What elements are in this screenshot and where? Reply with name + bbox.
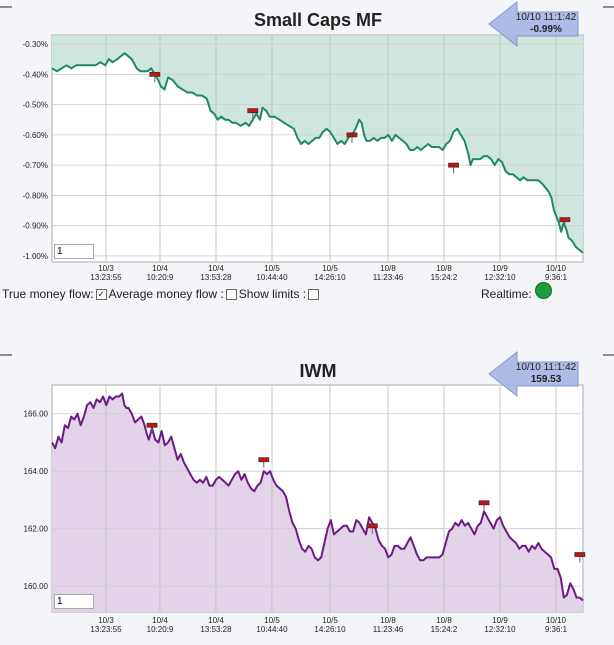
iwm-series-line bbox=[51, 392, 584, 602]
iwm-xtick-date: 10/5 bbox=[322, 616, 338, 625]
iwm-xtick-time: 14:26:10 bbox=[314, 625, 346, 634]
iwm-ytick-label: 164.00 bbox=[24, 467, 49, 476]
mf-ytick-label: -0.50% bbox=[23, 101, 48, 110]
mf-marker bbox=[448, 162, 459, 168]
mf-xtick-time: 10:20:9 bbox=[147, 273, 174, 282]
mf-xtick-time: 12:32:10 bbox=[484, 273, 516, 282]
average-money-flow-checkbox[interactable] bbox=[225, 289, 237, 301]
iwm-xtick-date: 10/10 bbox=[546, 616, 567, 625]
iwm-area-fill bbox=[52, 393, 583, 612]
mf-xtick-date: 10/8 bbox=[436, 264, 452, 273]
mf-badge-arrow bbox=[488, 0, 579, 48]
iwm-xtick-time: 15:24:2 bbox=[431, 625, 458, 634]
iwm-marker bbox=[146, 422, 158, 428]
iwm-marker bbox=[478, 500, 490, 506]
iwm-xtick-time: 13:23:55 bbox=[90, 625, 122, 634]
iwm-xtick-date: 10/8 bbox=[436, 616, 452, 625]
realtime-status-indicator[interactable] bbox=[535, 282, 552, 299]
true-money-flow-checkbox[interactable]: ✓ bbox=[95, 289, 107, 301]
mf-ytick-label: -0.90% bbox=[23, 222, 48, 231]
true-money-flow-label: True money flow: bbox=[2, 287, 94, 301]
mf-xtick-date: 10/10 bbox=[546, 264, 567, 273]
mf-marker bbox=[247, 108, 259, 114]
mf-xtick-time: 9:36:1 bbox=[545, 273, 568, 282]
show-limits-checkbox[interactable] bbox=[308, 289, 320, 301]
iwm-xtick-time: 10:20:9 bbox=[147, 625, 174, 634]
mf-xtick-date: 10/5 bbox=[264, 264, 280, 273]
iwm-badge-time: 10/10 11:1:42 bbox=[516, 362, 577, 373]
iwm-range-input[interactable]: 1 bbox=[54, 594, 94, 609]
iwm-xtick-date: 10/8 bbox=[380, 616, 396, 625]
mf-ytick-label: -1.00% bbox=[23, 252, 48, 261]
iwm-ytick-label: 162.00 bbox=[24, 525, 49, 534]
mf-xtick-time: 11:23:46 bbox=[373, 273, 404, 282]
average-money-flow-label: Average money flow : bbox=[108, 287, 224, 301]
mf-ytick-label: -0.40% bbox=[23, 70, 48, 79]
mf-xtick-date: 10/4 bbox=[152, 264, 168, 273]
iwm-xtick-time: 10:44:40 bbox=[256, 625, 288, 634]
mf-range-input[interactable]: 1 bbox=[54, 244, 94, 259]
mf-marker bbox=[149, 71, 161, 77]
iwm-xtick-time: 11:23:46 bbox=[373, 625, 404, 634]
iwm-xtick-time: 9:36:1 bbox=[545, 625, 568, 634]
iwm-xtick-date: 10/5 bbox=[264, 616, 280, 625]
chart-controls: True money flow: ✓ Average money flow : Sho… bbox=[2, 287, 321, 301]
iwm-ytick-label: 166.00 bbox=[24, 410, 49, 419]
iwm-marker bbox=[366, 523, 378, 529]
mf-xtick-date: 10/9 bbox=[492, 264, 508, 273]
iwm-xtick-date: 10/4 bbox=[152, 616, 168, 625]
iwm-xtick-time: 13:53:28 bbox=[200, 625, 232, 634]
mf-xtick-time: 15:24:2 bbox=[431, 273, 458, 282]
iwm-marker bbox=[574, 552, 586, 557]
mf-ytick-label: -0.80% bbox=[23, 191, 48, 200]
iwm-xtick-date: 10/9 bbox=[492, 616, 508, 625]
mf-xtick-time: 13:23:55 bbox=[90, 273, 122, 282]
mf-chart-title: Small Caps MF bbox=[254, 10, 382, 30]
mf-xtick-time: 10:44:40 bbox=[256, 273, 288, 282]
iwm-chart-title: IWM bbox=[300, 361, 337, 381]
iwm-xtick-date: 10/3 bbox=[98, 616, 114, 625]
mf-badge-value: -0.99% bbox=[530, 24, 562, 35]
mf-xtick-date: 10/4 bbox=[208, 264, 224, 273]
mf-badge-time: 10/10 11:1:42 bbox=[516, 12, 577, 23]
iwm-badge-arrow bbox=[488, 350, 579, 398]
mf-xtick-date: 10/5 bbox=[322, 264, 338, 273]
mf-xtick-time: 13:53:28 bbox=[200, 273, 232, 282]
mf-ytick-label: -0.30% bbox=[23, 40, 48, 49]
mf-marker bbox=[559, 217, 571, 223]
iwm-xtick-date: 10/4 bbox=[208, 616, 224, 625]
iwm-marker bbox=[258, 457, 270, 463]
mf-xtick-date: 10/3 bbox=[98, 264, 114, 273]
mf-marker bbox=[346, 132, 358, 138]
realtime-label: Realtime: bbox=[481, 287, 532, 301]
mf-ytick-label: -0.70% bbox=[23, 161, 48, 170]
iwm-badge-value: 159.53 bbox=[531, 374, 562, 385]
mf-xtick-date: 10/8 bbox=[380, 264, 396, 273]
iwm-ytick-label: 160.00 bbox=[24, 582, 49, 591]
iwm-xtick-time: 12:32:10 bbox=[484, 625, 516, 634]
show-limits-label: Show limits : bbox=[238, 287, 307, 301]
mf-xtick-time: 14:26:10 bbox=[314, 273, 346, 282]
mf-ytick-label: -0.60% bbox=[23, 131, 48, 140]
